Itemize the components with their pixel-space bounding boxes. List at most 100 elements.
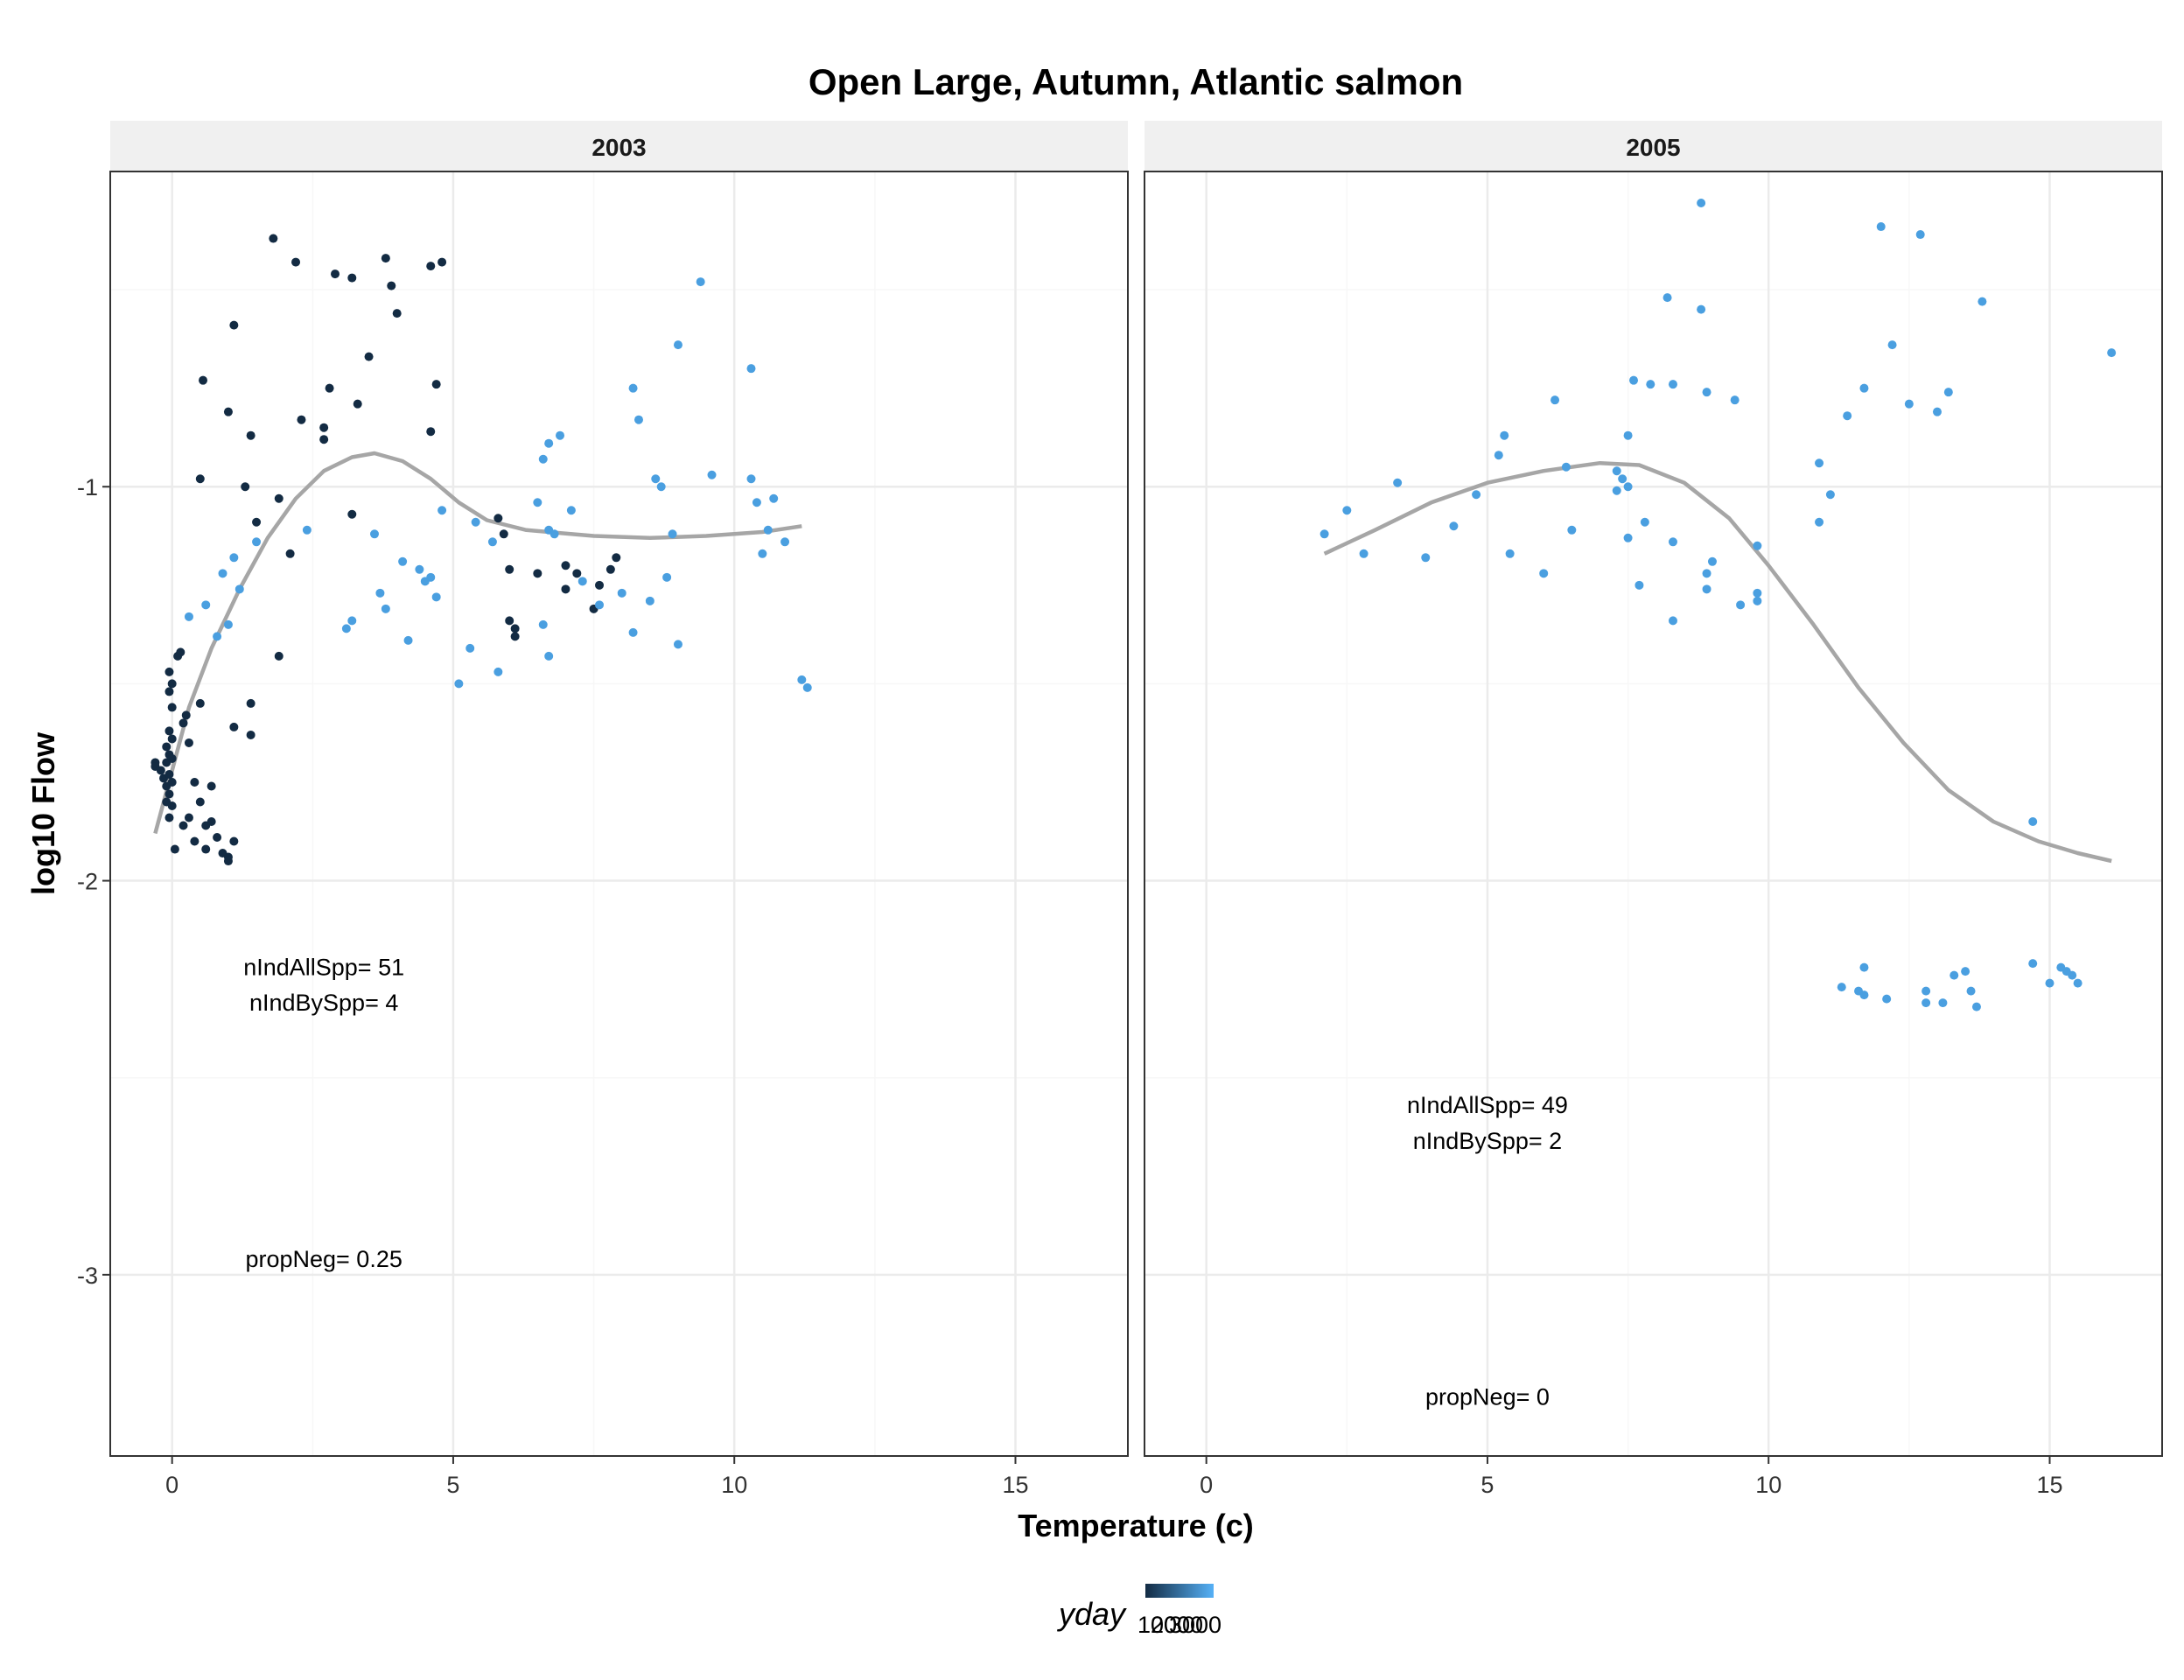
data-point — [662, 572, 672, 582]
x-tick-label: 0 — [1200, 1472, 1213, 1498]
data-point — [550, 529, 559, 539]
data-point — [375, 588, 385, 598]
data-point — [213, 833, 222, 843]
data-point — [556, 430, 565, 440]
strip-label: 2005 — [1626, 134, 1680, 161]
y-axis: -1 -2 -3 — [77, 474, 110, 1289]
data-point — [167, 777, 177, 787]
data-point — [381, 604, 390, 613]
data-point — [1753, 588, 1762, 598]
data-point — [223, 407, 233, 416]
data-point — [392, 309, 402, 318]
x-axis-title: Temperature (c) — [1018, 1508, 1253, 1544]
data-point — [269, 234, 278, 243]
data-point — [1662, 293, 1672, 303]
data-point — [673, 340, 682, 350]
data-point — [1843, 411, 1852, 421]
data-point — [178, 718, 188, 728]
data-point — [319, 435, 329, 444]
x-tick-label: 15 — [1002, 1472, 1028, 1498]
data-point — [184, 813, 193, 822]
data-point — [184, 612, 193, 621]
data-point — [746, 364, 756, 374]
data-point — [769, 494, 779, 503]
annotation-n-by: nIndBySpp= 4 — [249, 990, 398, 1016]
data-point — [246, 730, 256, 739]
data-point — [1505, 549, 1515, 558]
data-point — [252, 517, 262, 527]
smooth-layer — [1323, 460, 2112, 864]
annotation-n-all: nIndAllSpp= 51 — [243, 955, 404, 981]
x-tick-label: 10 — [721, 1472, 747, 1498]
data-point — [426, 262, 436, 271]
data-point — [752, 498, 761, 508]
annotations: nIndAllSpp= 51 nIndBySpp= 4 propNeg= 0.2… — [243, 955, 404, 1272]
data-point — [1815, 517, 1824, 527]
data-point — [645, 596, 654, 606]
data-point — [1971, 1002, 1981, 1012]
data-point — [164, 769, 174, 779]
data-point — [1472, 490, 1481, 500]
data-point — [1697, 199, 1706, 208]
strip-label: 2003 — [592, 134, 646, 161]
data-point — [234, 584, 244, 594]
strip-background — [1144, 121, 2162, 172]
data-point — [1500, 430, 1509, 440]
data-point — [1859, 383, 1869, 393]
data-point — [1421, 553, 1431, 563]
data-point — [538, 620, 548, 629]
data-point — [1932, 407, 1942, 416]
data-point — [2028, 817, 2038, 827]
data-point — [190, 836, 200, 846]
data-point — [1539, 569, 1549, 578]
data-point — [223, 620, 233, 629]
legend-colorbar — [1145, 1584, 1214, 1598]
points-layer — [1320, 199, 2117, 1012]
data-point — [1623, 482, 1633, 492]
data-point — [1612, 466, 1621, 476]
y-axis-title: log10 Flow — [25, 732, 61, 895]
data-point — [403, 635, 413, 645]
legend-tick-label: 2000 — [1151, 1612, 1203, 1638]
x-tick-label: 0 — [165, 1472, 178, 1498]
y-tick-label: -3 — [77, 1263, 98, 1289]
data-point — [167, 801, 177, 810]
data-point — [1702, 569, 1712, 578]
strip-background — [110, 121, 1128, 172]
data-point — [1882, 994, 1892, 1004]
data-point — [325, 383, 334, 393]
data-point — [595, 580, 605, 590]
data-point — [1922, 986, 1931, 996]
data-point — [1342, 506, 1352, 515]
data-point — [274, 651, 284, 661]
data-point — [499, 529, 508, 539]
data-point — [347, 616, 357, 626]
data-point — [673, 640, 682, 649]
data-point — [466, 643, 475, 653]
grid-lines — [110, 172, 1128, 1456]
data-point — [1618, 474, 1628, 484]
data-point — [634, 415, 643, 424]
data-point — [1859, 962, 1869, 972]
data-point — [274, 494, 284, 503]
grid-lines — [1144, 172, 2162, 1456]
data-point — [1915, 230, 1925, 240]
data-point — [1668, 537, 1677, 547]
data-point — [1697, 304, 1706, 314]
facet-panel-0: 2003 nIndAllSpp= 51 nIndBySpp= 4 propNeg… — [109, 121, 1129, 1498]
data-point — [206, 781, 216, 791]
x-tick-label: 10 — [1755, 1472, 1782, 1498]
data-point — [201, 600, 211, 610]
data-point — [696, 277, 705, 287]
smooth-line — [1323, 460, 2112, 864]
facet-panel-1: 2005 nIndAllSpp= 49 nIndBySpp= 2 propNeg… — [1144, 121, 2163, 1498]
data-point — [1634, 580, 1644, 590]
data-point — [2107, 348, 2117, 358]
data-point — [1612, 486, 1621, 495]
data-point — [229, 722, 239, 732]
data-point — [167, 703, 177, 712]
data-point — [199, 375, 208, 385]
data-point — [431, 592, 441, 602]
data-point — [656, 482, 666, 492]
